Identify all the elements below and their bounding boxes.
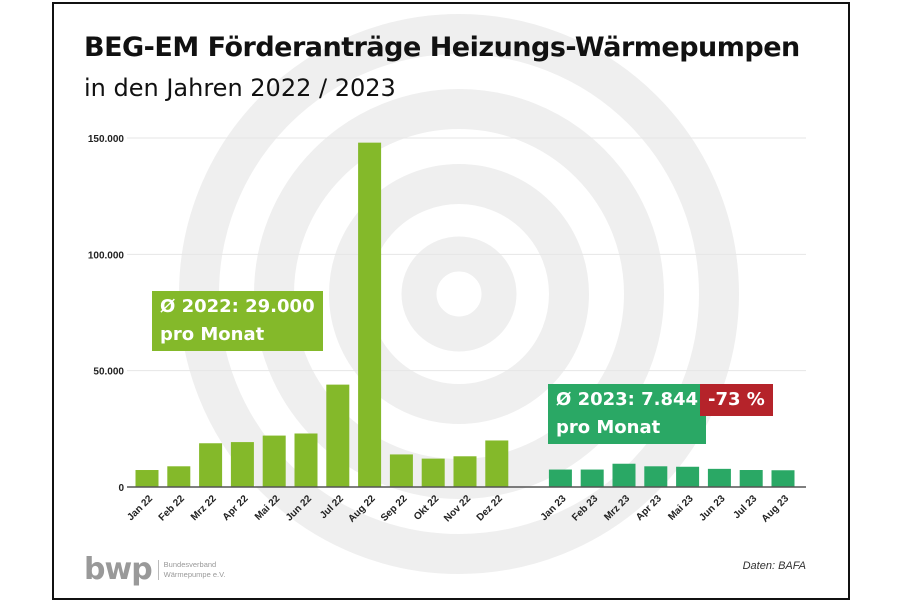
y-tick-label: 0 xyxy=(118,483,124,494)
bar-mai-23 xyxy=(676,466,700,487)
x-tick-label: Jul 22 xyxy=(318,493,346,521)
bar-jun-23 xyxy=(707,468,731,487)
bar-dez-22 xyxy=(485,440,509,487)
bar-okt-22 xyxy=(421,458,445,487)
bar-feb-23 xyxy=(580,469,604,487)
x-tick-label: Okt 22 xyxy=(412,493,442,523)
bar-jan-22 xyxy=(135,470,159,487)
x-tick-label: Jul 23 xyxy=(731,493,759,521)
chart-frame: 0 50.000 100.000 150.000 Jan 22 Feb 22 Mrz 22 A… xyxy=(52,2,850,600)
x-tick-label: Aug 22 xyxy=(346,493,378,525)
bwp-logo: bwp Bundesverband Wärmepumpe e.V. xyxy=(84,552,226,587)
avg-2022-label: Ø 2022: 29.000 pro Monat xyxy=(152,291,323,351)
bar-apr-23 xyxy=(644,466,668,487)
x-tick-label: Mai 23 xyxy=(666,493,696,523)
x-tick-label: Jan 23 xyxy=(539,493,569,523)
bar-mai-22 xyxy=(262,435,286,487)
chart-subtitle: in den Jahren 2022 / 2023 xyxy=(84,74,396,102)
logo-text: Bundesverband Wärmepumpe e.V. xyxy=(157,559,226,580)
bar-aug-23 xyxy=(771,470,795,487)
data-source: Daten: BAFA xyxy=(742,560,806,572)
x-tick-label: Jun 22 xyxy=(284,493,314,523)
x-tick-label: Dez 22 xyxy=(475,493,505,523)
x-tick-label: Jun 23 xyxy=(697,493,727,523)
y-tick-label: 50.000 xyxy=(93,367,124,378)
avg-2023-label: Ø 2023: 7.844 pro Monat xyxy=(548,384,707,444)
bar-feb-22 xyxy=(167,466,191,487)
avg-2022-value: Ø 2022: 29.000 xyxy=(160,296,315,317)
x-tick-label: Mrz 22 xyxy=(189,493,219,523)
x-tick-label: Nov 22 xyxy=(442,493,473,524)
logo-line2: Wärmepumpe e.V. xyxy=(163,569,226,579)
bar-sep-22 xyxy=(389,454,413,487)
avg-2023-unit: pro Monat xyxy=(556,417,661,438)
chart-title: BEG-EM Förderanträge Heizungs-Wärmepumpe… xyxy=(84,32,800,63)
bar-jul-22 xyxy=(326,384,350,487)
logo-mark: bwp xyxy=(84,552,153,587)
x-tick-label: Mai 22 xyxy=(253,493,283,523)
avg-2023-value: Ø 2023: 7.844 xyxy=(556,389,699,410)
x-tick-label: Mrz 23 xyxy=(602,493,632,523)
bar-mrz-22 xyxy=(199,443,223,487)
y-tick-label: 100.000 xyxy=(88,250,125,261)
bar-jan-23 xyxy=(548,469,572,487)
bar-jul-23 xyxy=(739,470,763,487)
change-percent-badge: -73 % xyxy=(700,384,773,416)
x-tick-label: Jan 22 xyxy=(125,493,155,523)
bar-aug-22 xyxy=(358,142,382,488)
y-tick-label: 150.000 xyxy=(88,134,125,145)
bar-apr-22 xyxy=(230,442,254,487)
x-tick-label: Apr 23 xyxy=(634,493,664,523)
x-tick-label: Aug 23 xyxy=(760,493,792,525)
x-tick-label: Apr 22 xyxy=(221,493,251,523)
avg-2022-unit: pro Monat xyxy=(160,324,265,345)
bar-mrz-23 xyxy=(612,463,636,487)
x-tick-label: Feb 23 xyxy=(570,493,600,523)
x-tick-label: Sep 22 xyxy=(379,493,410,524)
x-tick-label: Feb 22 xyxy=(157,493,187,523)
logo-line1: Bundesverband xyxy=(163,559,217,569)
bar-jun-22 xyxy=(294,433,318,487)
bar-nov-22 xyxy=(453,456,477,487)
